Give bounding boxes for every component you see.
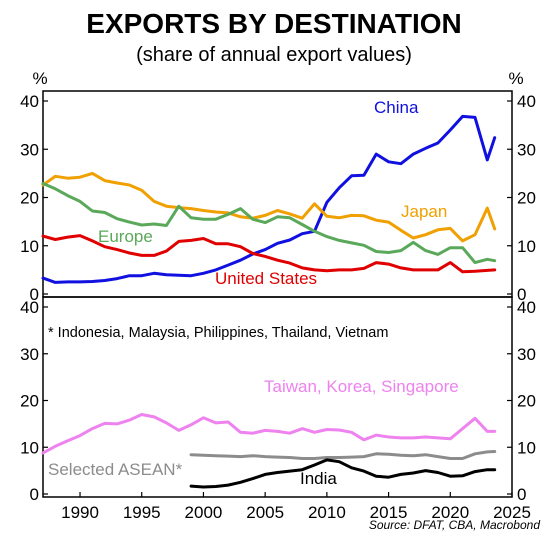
series-label-taiwan-korea-singapore: Taiwan, Korea, Singapore	[264, 377, 459, 396]
x-tick-label: 2010	[308, 503, 346, 522]
y-tick-label-left: 30	[20, 140, 39, 159]
y-tick-label-right: 30	[517, 345, 536, 364]
y-tick-label-right: 40	[517, 298, 536, 317]
y-tick-label-right: 10	[517, 237, 536, 256]
unit-label-left: %	[32, 69, 47, 88]
panel-bottom-frame	[42, 296, 513, 498]
source-note: Source: DFAT, CBA, Macrobond	[369, 518, 541, 532]
x-tick-label: 1995	[123, 503, 161, 522]
series-line-europe	[41, 182, 497, 265]
y-tick-label-left: 10	[20, 237, 39, 256]
y-tick-label-left: 20	[20, 189, 39, 208]
asean-footnote: * Indonesia, Malaysia, Philippines, Thai…	[48, 325, 388, 341]
y-tick-label-left: 0	[30, 285, 39, 304]
y-tick-label-left: 20	[20, 392, 39, 411]
y-tick-label-left: 40	[20, 298, 39, 317]
y-tick-label-left: 0	[30, 485, 39, 504]
series-line-taiwan-korea-singapore	[41, 413, 497, 455]
y-tick-label-right: 10	[517, 438, 536, 457]
series-line-india	[189, 458, 497, 489]
x-tick-label: 2025	[493, 503, 531, 522]
series-label-united-states: United States	[215, 269, 317, 288]
series-label-selected-asean: Selected ASEAN*	[48, 460, 183, 479]
series-label-europe: Europe	[98, 227, 153, 246]
y-tick-label-right: 20	[517, 392, 536, 411]
unit-label-right: %	[508, 69, 523, 88]
series-line-china	[41, 114, 497, 284]
series-label-india: India	[300, 469, 337, 488]
x-tick-label: 2005	[246, 503, 284, 522]
y-tick-label-right: 30	[517, 140, 536, 159]
series-line-japan	[41, 171, 497, 243]
x-tick-label: 2000	[185, 503, 223, 522]
series-label-japan: Japan	[401, 202, 447, 221]
x-tick-label: 1990	[61, 503, 99, 522]
series-layer	[41, 114, 497, 489]
y-tick-label-right: 40	[517, 92, 536, 111]
series-line-selected-asean	[189, 450, 497, 460]
y-tick-label-right: 0	[517, 485, 526, 504]
chart-subtitle: (share of annual export values)	[136, 44, 412, 66]
chart-title: EXPORTS BY DESTINATION	[86, 8, 461, 39]
y-tick-label-right: 20	[517, 189, 536, 208]
x-tick-label: 2020	[431, 503, 469, 522]
series-label-china: China	[374, 98, 419, 117]
y-tick-label-left: 40	[20, 92, 39, 111]
y-tick-label-left: 10	[20, 438, 39, 457]
y-tick-label-right: 0	[517, 285, 526, 304]
series-line-united-states	[41, 234, 497, 274]
x-tick-label: 2015	[370, 503, 408, 522]
y-tick-label-left: 30	[20, 345, 39, 364]
